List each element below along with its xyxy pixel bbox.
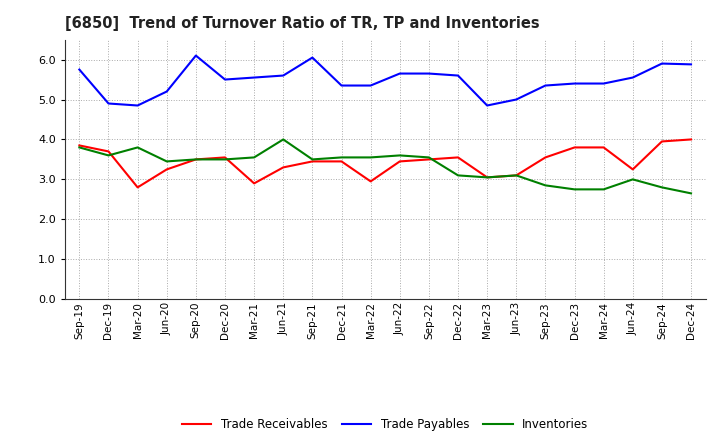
Trade Receivables bbox=[629, 167, 637, 172]
Inventories bbox=[75, 145, 84, 150]
Trade Payables bbox=[570, 81, 579, 86]
Line: Trade Payables: Trade Payables bbox=[79, 55, 691, 106]
Trade Payables bbox=[541, 83, 550, 88]
Trade Payables bbox=[250, 75, 258, 80]
Inventories bbox=[104, 153, 113, 158]
Trade Receivables bbox=[192, 157, 200, 162]
Trade Payables bbox=[687, 62, 696, 67]
Trade Receivables bbox=[454, 155, 462, 160]
Trade Receivables bbox=[75, 143, 84, 148]
Inventories bbox=[220, 157, 229, 162]
Inventories bbox=[483, 175, 492, 180]
Inventories bbox=[687, 191, 696, 196]
Trade Receivables bbox=[483, 175, 492, 180]
Trade Receivables bbox=[250, 181, 258, 186]
Trade Payables bbox=[163, 89, 171, 94]
Trade Payables bbox=[279, 73, 287, 78]
Trade Receivables bbox=[395, 159, 404, 164]
Trade Payables bbox=[454, 73, 462, 78]
Inventories bbox=[599, 187, 608, 192]
Trade Payables bbox=[483, 103, 492, 108]
Inventories bbox=[425, 155, 433, 160]
Inventories bbox=[250, 155, 258, 160]
Trade Payables bbox=[192, 53, 200, 58]
Trade Payables bbox=[337, 83, 346, 88]
Trade Receivables bbox=[541, 155, 550, 160]
Trade Receivables bbox=[599, 145, 608, 150]
Inventories bbox=[657, 185, 666, 190]
Text: [6850]  Trend of Turnover Ratio of TR, TP and Inventories: [6850] Trend of Turnover Ratio of TR, TP… bbox=[65, 16, 539, 32]
Trade Payables bbox=[629, 75, 637, 80]
Trade Payables bbox=[104, 101, 113, 106]
Inventories bbox=[570, 187, 579, 192]
Inventories bbox=[337, 155, 346, 160]
Trade Payables bbox=[512, 97, 521, 102]
Inventories bbox=[133, 145, 142, 150]
Trade Receivables bbox=[308, 159, 317, 164]
Inventories bbox=[541, 183, 550, 188]
Inventories bbox=[279, 137, 287, 142]
Trade Payables bbox=[425, 71, 433, 76]
Trade Payables bbox=[308, 55, 317, 60]
Trade Receivables bbox=[366, 179, 375, 184]
Inventories bbox=[308, 157, 317, 162]
Inventories bbox=[454, 173, 462, 178]
Trade Payables bbox=[599, 81, 608, 86]
Line: Trade Receivables: Trade Receivables bbox=[79, 139, 691, 187]
Trade Receivables bbox=[279, 165, 287, 170]
Inventories bbox=[629, 177, 637, 182]
Trade Payables bbox=[133, 103, 142, 108]
Trade Receivables bbox=[337, 159, 346, 164]
Trade Receivables bbox=[163, 167, 171, 172]
Trade Receivables bbox=[512, 173, 521, 178]
Trade Receivables bbox=[133, 185, 142, 190]
Trade Receivables bbox=[220, 155, 229, 160]
Trade Payables bbox=[395, 71, 404, 76]
Inventories bbox=[163, 159, 171, 164]
Inventories bbox=[366, 155, 375, 160]
Trade Payables bbox=[75, 67, 84, 72]
Trade Payables bbox=[657, 61, 666, 66]
Legend: Trade Receivables, Trade Payables, Inventories: Trade Receivables, Trade Payables, Inven… bbox=[177, 414, 593, 436]
Inventories bbox=[395, 153, 404, 158]
Inventories bbox=[512, 173, 521, 178]
Line: Inventories: Inventories bbox=[79, 139, 691, 193]
Trade Receivables bbox=[657, 139, 666, 144]
Trade Payables bbox=[366, 83, 375, 88]
Trade Payables bbox=[220, 77, 229, 82]
Inventories bbox=[192, 157, 200, 162]
Trade Receivables bbox=[687, 137, 696, 142]
Trade Receivables bbox=[425, 157, 433, 162]
Trade Receivables bbox=[570, 145, 579, 150]
Trade Receivables bbox=[104, 149, 113, 154]
